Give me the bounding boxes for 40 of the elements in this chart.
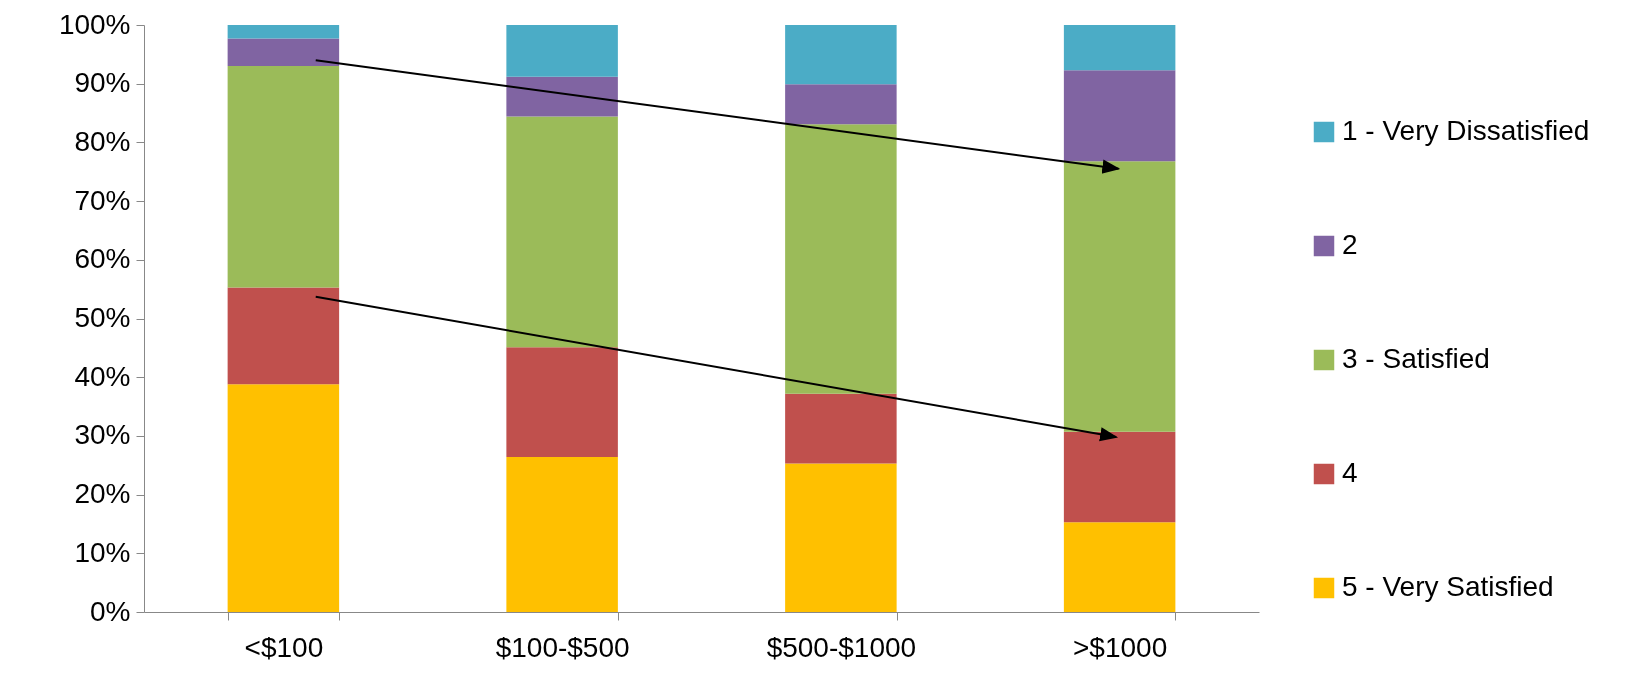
bar: [227, 66, 340, 288]
bar: [785, 25, 897, 85]
x-tick-label: <$100: [244, 631, 324, 663]
legend-label: 4: [1342, 457, 1358, 488]
bar: [227, 38, 340, 67]
y-tick-label: 20%: [74, 478, 131, 510]
bar: [1063, 522, 1176, 612]
bar: [785, 84, 897, 125]
y-tick-label: 50%: [74, 302, 131, 333]
y-tick-label: 80%: [74, 125, 131, 157]
x-tick-label: >$1000: [1073, 631, 1168, 663]
y-tick-label: 70%: [74, 184, 131, 216]
bar: [785, 393, 897, 464]
bar: [227, 287, 340, 385]
x-tick-label: $100-$500: [495, 631, 630, 663]
bar: [227, 384, 340, 612]
y-tick-label: 90%: [74, 67, 131, 99]
y-tick-label: 30%: [74, 419, 131, 451]
bar: [506, 457, 618, 612]
y-tick-label: 40%: [74, 360, 131, 392]
bar: [506, 76, 618, 117]
y-tick-label: 10%: [74, 536, 131, 568]
y-tick-label: 60%: [74, 243, 131, 275]
y-tick-label: 0%: [90, 595, 131, 627]
legend-label: 2: [1342, 229, 1358, 260]
bar: [1063, 161, 1176, 432]
bar: [506, 25, 618, 77]
bar: [1063, 25, 1176, 71]
x-tick-label: $500-$1000: [766, 631, 917, 663]
bar: [227, 25, 340, 39]
bar: [1063, 431, 1176, 523]
bar: [1063, 70, 1176, 162]
legend-label: 1 - Very Dissatisfied: [1342, 115, 1590, 146]
bar: [785, 124, 897, 394]
legend-label: 5 - Very Satisfied: [1342, 571, 1554, 602]
legend-label: 3 - Satisfied: [1342, 343, 1490, 374]
y-tick-label: 100%: [58, 8, 131, 40]
bar: [506, 116, 618, 348]
bar: [506, 347, 618, 458]
bar: [785, 463, 897, 612]
